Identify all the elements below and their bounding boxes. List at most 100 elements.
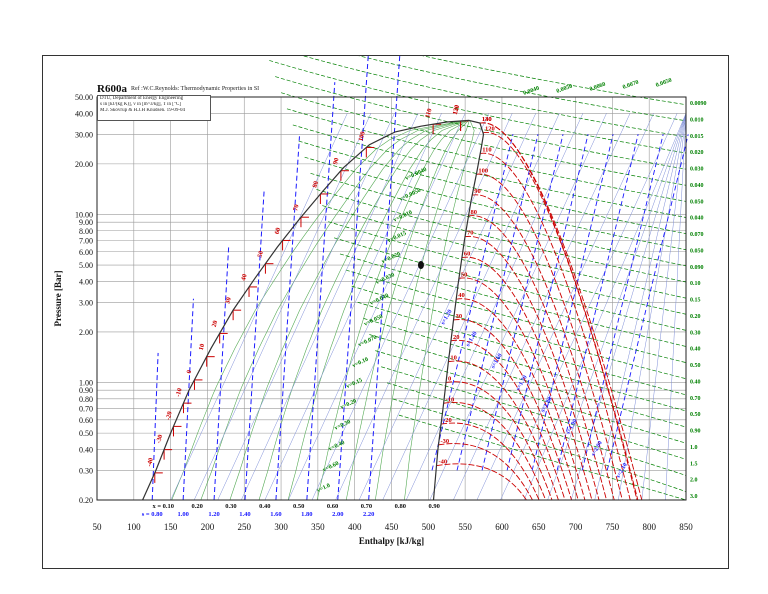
- chart-frame: s = 0.80 1.00 1.20 1.40 1.60 1.80 2.00 2.20 s=1.…: [42, 55, 729, 569]
- temperature-label: 30: [224, 297, 232, 305]
- vapor-isotherm-line: [472, 194, 615, 501]
- y-tick-label: 6.00: [79, 248, 93, 257]
- x-tick-label: 550: [458, 522, 472, 532]
- x-tick-label: 350: [311, 522, 325, 532]
- fine-isentrope: [241, 113, 419, 501]
- y-tick-label: 0.50: [79, 429, 93, 438]
- y-tick-label: 0.70: [79, 405, 93, 414]
- right-volume-label: 0.040: [690, 216, 704, 222]
- quality-label: 0.90: [429, 503, 440, 510]
- quality-label: 0.60: [327, 503, 338, 510]
- isochore-line: [375, 350, 687, 444]
- top-volume-label: 0.0070: [622, 80, 640, 91]
- isentrope-line: [431, 134, 514, 471]
- info-line-1: DTU, Department of Energy Engineering: [100, 96, 184, 101]
- isochore-line: [286, 108, 687, 202]
- top-volume-label: 0.0050: [556, 84, 574, 95]
- temperature-label: -30: [155, 434, 164, 444]
- fine-isentrope: [429, 113, 607, 501]
- isochore-line: [269, 60, 687, 154]
- right-volume-label: 0.050: [690, 248, 704, 254]
- isochore-line: [339, 253, 687, 347]
- vapor-temperature-label: 10: [450, 355, 457, 362]
- isotherm-lines: [154, 120, 643, 501]
- y-tick-label: 5.00: [79, 261, 93, 270]
- quality-label: 0.70: [361, 503, 372, 510]
- isentrope-line: [531, 134, 614, 471]
- quality-line: [229, 120, 464, 501]
- fine-isentrope: [641, 113, 687, 501]
- y-tick-label: 40.00: [75, 109, 93, 118]
- x-tick-label: 150: [164, 522, 178, 532]
- x-tick-label: 750: [606, 522, 620, 532]
- vapor-temperature-label: 0: [448, 375, 451, 382]
- fine-isentrope: [264, 113, 442, 501]
- vapor-isotherm-line: [461, 256, 593, 501]
- y-tick-label: 7.00: [79, 237, 93, 246]
- isochore-line: [316, 189, 687, 283]
- vapor-temperature-label: 100: [478, 167, 488, 174]
- y-tick-label: 20.00: [75, 160, 93, 169]
- isentrope-line: [306, 82, 336, 501]
- y-tick-label: 10.00: [75, 210, 93, 219]
- quality-label: 0.40: [259, 503, 270, 510]
- quality-line: [171, 120, 462, 501]
- isentrope-line: [581, 134, 664, 471]
- marker-point: [417, 261, 424, 270]
- quality-line: [375, 120, 470, 501]
- vapor-isotherm-line: [468, 215, 607, 501]
- x-tick-label: 700: [569, 522, 583, 532]
- isochore-line: [304, 156, 687, 251]
- vapor-isotherm-line: [443, 401, 547, 501]
- entropy-label: 2.20: [363, 511, 374, 518]
- quality-label: 0.80: [395, 503, 406, 510]
- ph-diagram: s = 0.80 1.00 1.20 1.40 1.60 1.80 2.00 2.20s=1.…: [53, 56, 707, 546]
- x-tick-label: 800: [642, 522, 656, 532]
- right-volume-label: 0.050: [690, 199, 704, 205]
- quality-line: [404, 120, 475, 501]
- info-line-3: M.J. Skovrup & H.J.H Knudsen. 19-09-04: [100, 108, 185, 113]
- vapor-temperature-label: 120: [485, 126, 495, 133]
- y-tick-label: 50.00: [75, 93, 93, 102]
- isentrope-line: [337, 56, 369, 501]
- right-volume-label: 0.090: [690, 265, 704, 271]
- isentrope-line: [556, 134, 639, 471]
- entropy-label: 1.00: [177, 511, 188, 518]
- entropy-label: s = 0.80: [142, 511, 163, 518]
- isochore-line: [422, 56, 687, 106]
- y-tick-label: 9.00: [79, 218, 93, 227]
- isochore-line: [351, 285, 687, 380]
- x-tick-label: 100: [127, 522, 141, 532]
- vapor-temperature-label: 130: [482, 116, 492, 123]
- temperature-label: 110: [424, 108, 433, 119]
- temperature-label: 120: [452, 104, 461, 115]
- x-tick-label: 200: [201, 522, 215, 532]
- x-tick-label: 300: [274, 522, 288, 532]
- vapor-isotherm-line: [448, 360, 559, 501]
- temperature-label: 20: [211, 320, 219, 328]
- vapor-temperature-label: -20: [443, 417, 452, 424]
- right-volume-label: 0.10: [690, 281, 701, 287]
- vapor-temperature-label: -40: [438, 459, 447, 466]
- temperature-label: 50: [257, 250, 265, 258]
- y-tick-label: 8.00: [79, 227, 93, 236]
- vapor-temperature-label: 90: [474, 188, 481, 195]
- y-tick-label: 30.00: [75, 130, 93, 139]
- fine-isentrope: [476, 113, 654, 501]
- vapor-temperature-label: 70: [467, 230, 474, 237]
- isochore-line: [369, 334, 687, 428]
- quality-line: [287, 120, 467, 501]
- vapor-isotherm-line: [438, 443, 533, 501]
- isentrope-line: [275, 136, 300, 501]
- isochore-line: [345, 269, 687, 363]
- vapor-isotherm-line: [456, 298, 579, 501]
- right-volume-label: 0.20: [690, 314, 701, 320]
- isochore-line: [322, 205, 687, 299]
- y-tick-label: 1.00: [79, 379, 93, 388]
- chart-title: R600a: [97, 83, 127, 95]
- vapor-isotherm-line: [441, 422, 540, 501]
- y-tick-label: 2.00: [79, 328, 93, 337]
- vapor-isotherm-line: [464, 236, 600, 501]
- entropy-label: 1.60: [270, 511, 281, 518]
- temperature-label: 80: [312, 180, 320, 188]
